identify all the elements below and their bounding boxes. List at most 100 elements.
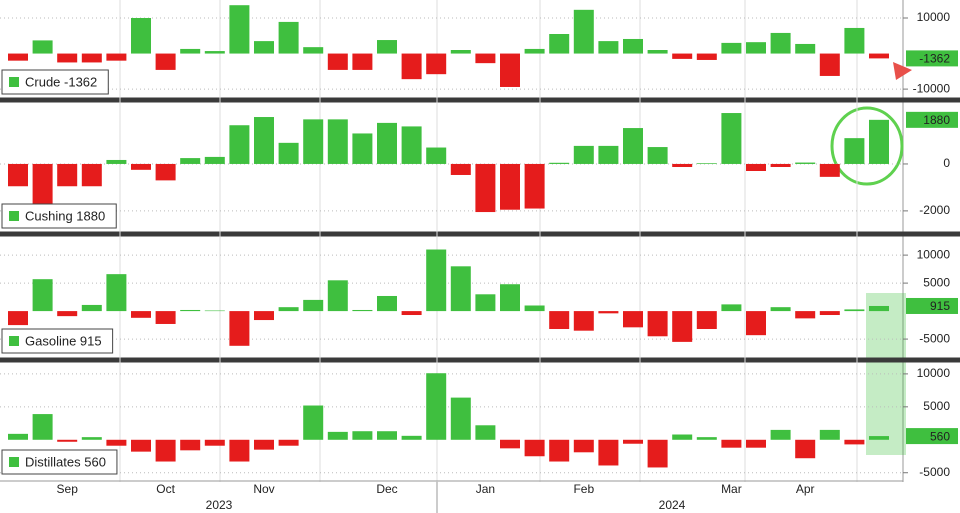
bar [327, 280, 348, 312]
bar [524, 439, 545, 457]
bar [819, 311, 840, 316]
x-tick-label: Nov [253, 482, 274, 496]
bar [672, 53, 693, 59]
bar [204, 310, 225, 312]
bar [401, 53, 422, 80]
bar [819, 429, 840, 440]
highlight-circle [830, 106, 904, 186]
bar [327, 53, 348, 70]
bar [573, 311, 594, 331]
bar [352, 53, 373, 70]
bar [229, 125, 250, 164]
bar [623, 439, 643, 444]
bar [401, 435, 422, 440]
bar [401, 126, 422, 164]
bar [352, 133, 373, 164]
bar [819, 53, 840, 76]
bar [549, 311, 570, 330]
bar [32, 40, 53, 54]
legend: Crude -1362 [1, 69, 109, 95]
y-tick-label: 10000 [917, 366, 951, 380]
legend-box [1, 203, 117, 229]
bar [500, 53, 520, 87]
bar [32, 414, 53, 440]
bar [377, 122, 397, 164]
bar [721, 113, 742, 164]
bar [746, 311, 766, 336]
bar [303, 299, 324, 312]
bar [303, 405, 324, 440]
bar [869, 119, 889, 164]
bar [696, 311, 717, 330]
last-value-box [906, 111, 958, 128]
y-tick-label: 0 [943, 156, 950, 170]
y-tick-label: -2000 [919, 203, 950, 217]
bar [106, 53, 127, 61]
bar [500, 284, 520, 312]
bar [770, 307, 791, 312]
x-tick-label: Apr [796, 482, 815, 496]
bar [770, 32, 791, 54]
bar [8, 433, 28, 440]
bar [377, 40, 397, 54]
y-tick-label: 5000 [923, 399, 950, 413]
x-year-label: 2024 [659, 498, 686, 512]
bar [254, 311, 274, 321]
x-tick-label: Sep [57, 482, 79, 496]
legend-label: Distillates 560 [25, 454, 106, 469]
bar [8, 53, 28, 61]
bar [303, 47, 324, 54]
bar [598, 439, 619, 466]
bar [721, 42, 742, 54]
bar [549, 162, 570, 164]
bar [795, 162, 816, 164]
bar [426, 373, 447, 440]
x-tick-label: Mar [721, 482, 742, 496]
bar [57, 439, 78, 442]
arrow [893, 62, 912, 80]
bar [8, 163, 28, 187]
y-tick-label: 10000 [917, 10, 951, 24]
bar [450, 163, 471, 175]
bar [475, 425, 496, 440]
bar [155, 311, 176, 324]
bar [672, 434, 693, 440]
bar [278, 21, 299, 54]
bar [106, 274, 127, 312]
bar [155, 163, 176, 181]
legend: Cushing 1880 [1, 203, 117, 229]
legend: Distillates 560 [1, 449, 118, 475]
bar [278, 307, 299, 312]
bar [844, 27, 865, 54]
x-tick-label: Dec [376, 482, 397, 496]
bar [180, 439, 201, 451]
bar [450, 50, 471, 54]
x-tick-label: Jan [476, 482, 495, 496]
bar [795, 439, 816, 459]
legend-swatch [9, 77, 19, 87]
bar [770, 429, 791, 440]
bar [696, 437, 717, 440]
bar [327, 119, 348, 164]
bar [426, 249, 447, 312]
bar [795, 43, 816, 54]
bar [844, 439, 865, 445]
bar [254, 41, 274, 54]
x-tick-label: Oct [156, 482, 175, 496]
panel-divider [0, 357, 960, 363]
bar [57, 311, 78, 317]
last-value-box [906, 297, 958, 314]
bar [721, 304, 742, 312]
bar [696, 53, 717, 60]
bar [254, 439, 274, 450]
bar [32, 279, 53, 312]
bar [81, 53, 102, 63]
x-year-label: 2023 [206, 498, 233, 512]
bar [131, 18, 151, 54]
y-tick-label: -10000 [913, 81, 951, 95]
bar [746, 42, 766, 54]
last-value-label: -1362 [919, 52, 950, 66]
bar [500, 163, 520, 210]
bar [229, 439, 250, 462]
legend-label: Cushing 1880 [25, 208, 105, 223]
